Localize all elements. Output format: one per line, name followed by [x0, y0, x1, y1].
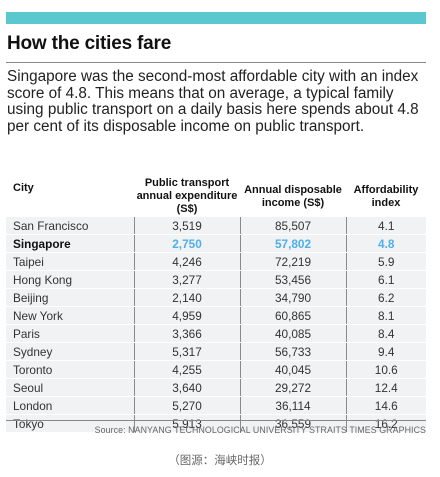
income-cell: 40,085 [239, 324, 346, 343]
expenditure-cell: 3,366 [133, 324, 240, 343]
index-cell: 12.4 [345, 378, 426, 397]
city-cell: San Francisco [6, 216, 134, 235]
city-cell: London [6, 396, 134, 415]
image-caption: （图源：海峡时报） [168, 455, 272, 467]
table-row: Seoul 3,640 29,272 12.4 [6, 378, 426, 397]
city-cell: Hong Kong [6, 270, 134, 289]
table-row: Toronto 4,255 40,045 10.6 [6, 360, 426, 379]
index-cell: 4.8 [345, 234, 426, 253]
affordability-table: City Public transport annual expenditure … [6, 177, 426, 433]
table-row: Paris 3,366 40,085 8.4 [6, 324, 426, 343]
table-body: San Francisco 3,519 85,507 4.1 Singapore 2,75… [6, 216, 426, 433]
expenditure-column-header: Public transport annual expenditure (S$) [136, 177, 238, 215]
expenditure-cell: 5,317 [133, 342, 240, 361]
expenditure-cell: 3,640 [133, 378, 240, 397]
index-cell: 9.4 [345, 342, 426, 361]
accent-bar [6, 12, 426, 24]
income-cell: 36,114 [239, 396, 346, 415]
table-row: Sydney 5,317 56,733 9.4 [6, 342, 426, 361]
chart-title: How the cities fare [7, 33, 172, 54]
index-cell: 8.1 [345, 306, 426, 325]
income-cell: 72,219 [239, 252, 346, 271]
expenditure-cell: 2,750 [133, 234, 240, 253]
income-cell: 57,802 [239, 234, 346, 253]
table-row: Singapore 2,750 57,802 4.8 [6, 234, 426, 253]
table-bottom-divider [6, 420, 426, 421]
city-cell: Beijing [6, 288, 134, 307]
expenditure-cell: 5,913 [133, 414, 240, 433]
index-cell: 6.1 [345, 270, 426, 289]
income-cell: 34,790 [239, 288, 346, 307]
index-column-header: Affordability index [353, 183, 419, 209]
city-column-header: City [13, 182, 34, 194]
table-row: Beijing 2,140 34,790 6.2 [6, 288, 426, 307]
city-cell: Singapore [6, 234, 134, 253]
income-cell: 53,456 [239, 270, 346, 289]
index-cell: 8.4 [345, 324, 426, 343]
index-cell: 10.6 [345, 360, 426, 379]
expenditure-cell: 4,246 [133, 252, 240, 271]
table-row: New York 4,959 60,865 8.1 [6, 306, 426, 325]
expenditure-cell: 2,140 [133, 288, 240, 307]
expenditure-cell: 3,519 [133, 216, 240, 235]
city-cell: Toronto [6, 360, 134, 379]
index-cell: 4.1 [345, 216, 426, 235]
expenditure-cell: 3,277 [133, 270, 240, 289]
expenditure-cell: 4,959 [133, 306, 240, 325]
table-row: London 5,270 36,114 14.6 [6, 396, 426, 415]
city-cell: Taipei [6, 252, 134, 271]
city-cell: New York [6, 306, 134, 325]
city-cell: Paris [6, 324, 134, 343]
table-row: Taipei 4,246 72,219 5.9 [6, 252, 426, 271]
income-cell: 85,507 [239, 216, 346, 235]
table-header-row: City Public transport annual expenditure … [6, 177, 426, 217]
income-cell: 40,045 [239, 360, 346, 379]
title-divider [6, 62, 426, 63]
index-cell: 6.2 [345, 288, 426, 307]
income-cell: 56,733 [239, 342, 346, 361]
table-row: Hong Kong 3,277 53,456 6.1 [6, 270, 426, 289]
source-note: Source: NANYANG TECHNOLOGICAL UNIVERSITY… [94, 425, 426, 435]
income-cell: 29,272 [239, 378, 346, 397]
expenditure-cell: 4,255 [133, 360, 240, 379]
table-row: San Francisco 3,519 85,507 4.1 [6, 216, 426, 235]
income-cell: 60,865 [239, 306, 346, 325]
expenditure-cell: 5,270 [133, 396, 240, 415]
city-cell: Seoul [6, 378, 134, 397]
income-column-header: Annual disposable income (S$) [244, 183, 342, 209]
city-cell: Sydney [6, 342, 134, 361]
index-cell: 5.9 [345, 252, 426, 271]
chart-description: Singapore was the second-most affordable… [7, 68, 419, 135]
index-cell: 14.6 [345, 396, 426, 415]
